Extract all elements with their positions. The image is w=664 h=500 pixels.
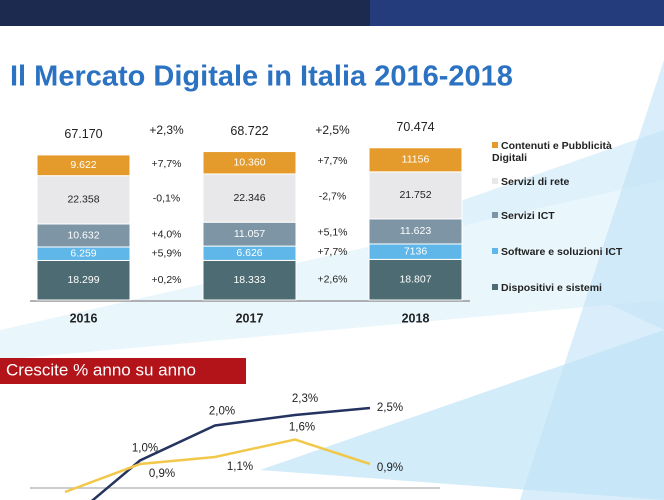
growth-label: +7,7% (317, 246, 347, 258)
value-label: 11.623 (400, 225, 431, 237)
data-label: 2,3% (292, 393, 318, 405)
section-title: Crescite % anno su anno (6, 360, 196, 379)
value-label: 6.626 (236, 247, 262, 259)
legend-label: Contenuti e Pubblicità Digitali (492, 140, 612, 164)
bar-segment (36, 154, 131, 177)
legend-label: Software e soluzioni ICT (501, 246, 623, 258)
legend-entry: Dispositivi e sistemi (492, 282, 632, 294)
growth-label: +2,3% (149, 123, 184, 137)
growth-label: +2,5% (315, 123, 350, 137)
value-label: 11.057 (234, 228, 265, 240)
growth-label: -0,1% (153, 193, 180, 205)
background-shape (520, 60, 664, 500)
bar-segment (368, 258, 463, 301)
legend-label: Servizi ICT (501, 210, 555, 222)
data-label: 1,0% (132, 443, 158, 455)
growth-label: +0,2% (151, 274, 181, 286)
legend-entry: Software e soluzioni ICT (492, 246, 632, 258)
line (91, 406, 371, 500)
line (64, 438, 371, 494)
data-label: 1,6% (289, 422, 315, 434)
total-label: 67.170 (64, 127, 102, 141)
legend-swatch (492, 248, 498, 254)
slide-title: Il Mercato Digitale in Italia 2016-2018 (10, 61, 513, 93)
growth-label: +4,0% (151, 229, 181, 241)
data-label: 2,5% (377, 402, 403, 414)
x-tick-label: 2016 (70, 311, 98, 325)
bar-segment (202, 151, 297, 175)
value-label: 22.358 (67, 194, 99, 206)
value-label: 18.807 (399, 273, 431, 285)
header-bar (370, 0, 664, 26)
legend-label: Servizi di rete (501, 176, 570, 188)
growth-label: +7,7% (151, 158, 181, 170)
total-label: 70.474 (396, 120, 434, 134)
data-label: 0,9% (377, 462, 403, 474)
bar-segment (368, 171, 463, 220)
value-label: 9.622 (70, 159, 96, 171)
bar-segment (368, 218, 463, 245)
legend-swatch (492, 142, 498, 148)
growth-label: +5,1% (317, 227, 347, 239)
section-banner (0, 358, 246, 384)
legend-swatch (492, 178, 498, 184)
legend-swatch (492, 212, 498, 218)
legend-entry: Contenuti e Pubblicità Digitali (492, 140, 632, 164)
bar-segment (368, 147, 463, 173)
header-bar (0, 0, 370, 26)
bar-segment (202, 259, 297, 301)
legend-label: Dispositivi e sistemi (501, 282, 602, 294)
x-tick-label: 2017 (236, 311, 264, 325)
bar-segment (36, 175, 131, 225)
value-label: 10.360 (233, 157, 265, 169)
data-label: 2,0% (209, 406, 235, 418)
growth-label: +5,9% (151, 247, 181, 259)
value-label: 21.752 (399, 189, 431, 201)
value-label: 18.333 (233, 274, 265, 286)
growth-label: +2,6% (317, 274, 347, 286)
background-shape (0, 180, 664, 360)
bar-segment (202, 173, 297, 223)
value-label: 7136 (404, 245, 428, 257)
legend-swatch (492, 284, 498, 290)
data-label: 0,9% (149, 468, 175, 480)
value-label: 10.632 (67, 229, 99, 241)
value-label: 18.299 (67, 274, 99, 286)
legend-entry: Servizi ICT (492, 210, 632, 222)
data-label: 1,1% (227, 461, 253, 473)
x-tick-label: 2018 (402, 311, 430, 325)
value-label: 11156 (402, 154, 430, 166)
value-label: 22.346 (233, 192, 265, 204)
growth-label: +7,7% (317, 155, 347, 167)
value-label: 6.259 (70, 247, 96, 259)
legend-entry: Servizi di rete (492, 176, 632, 188)
growth-label: -2,7% (319, 190, 346, 202)
total-label: 68.722 (230, 124, 268, 138)
